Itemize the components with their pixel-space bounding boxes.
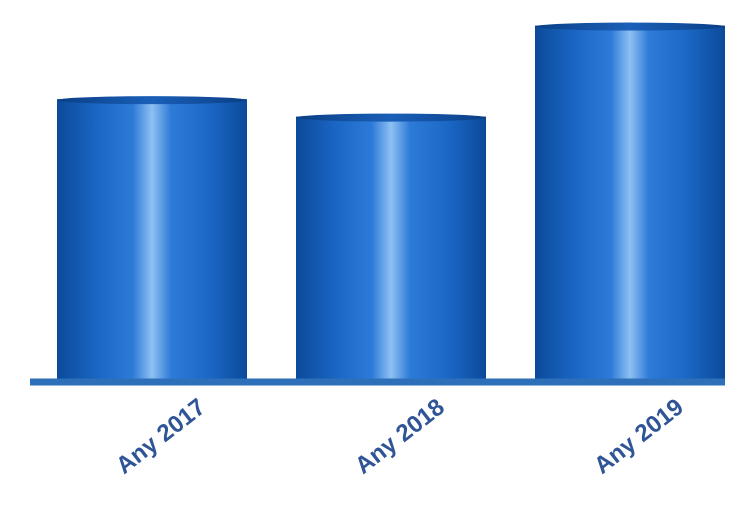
bar-body-1 xyxy=(57,99,247,380)
bar-cap-3 xyxy=(535,22,725,31)
bars-group xyxy=(57,22,725,381)
x-tick-label-3: Any 2019 xyxy=(589,393,689,479)
bar-body-2 xyxy=(296,116,486,380)
x-tick-labels: Any 2017 Any 2018 Any 2019 xyxy=(111,393,689,479)
bar-body-3 xyxy=(535,25,725,381)
x-tick-label-1: Any 2017 xyxy=(111,393,211,479)
bar-cap-1 xyxy=(57,96,247,105)
bar-2 xyxy=(296,113,486,380)
bar-cap-2 xyxy=(296,113,486,122)
x-tick-label-2: Any 2018 xyxy=(350,393,450,479)
bar-1 xyxy=(57,96,247,380)
bar-3 xyxy=(535,22,725,381)
